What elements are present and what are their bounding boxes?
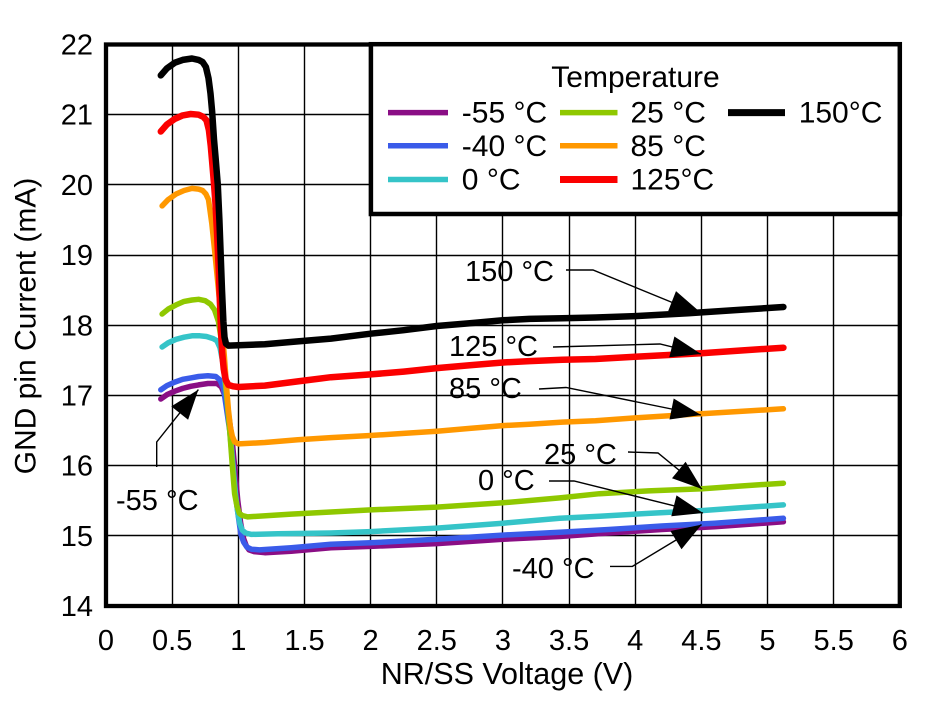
svg-text:125°C: 125°C bbox=[631, 164, 715, 197]
svg-text:22: 22 bbox=[61, 30, 93, 62]
svg-text:85 °C: 85 °C bbox=[449, 373, 522, 405]
svg-text:5.5: 5.5 bbox=[814, 625, 854, 657]
svg-text:5: 5 bbox=[759, 625, 775, 657]
svg-text:25 °C: 25 °C bbox=[631, 97, 706, 130]
svg-text:-40 °C: -40 °C bbox=[462, 130, 547, 163]
svg-text:18: 18 bbox=[61, 310, 93, 342]
svg-text:19: 19 bbox=[61, 240, 93, 272]
svg-text:21: 21 bbox=[61, 100, 93, 132]
svg-text:125 °C: 125 °C bbox=[449, 331, 538, 363]
svg-text:-55 °C: -55 °C bbox=[116, 485, 199, 517]
svg-text:15: 15 bbox=[61, 521, 93, 553]
svg-text:150°C: 150°C bbox=[799, 97, 883, 130]
svg-text:20: 20 bbox=[61, 170, 93, 202]
svg-text:NR/SS Voltage (V): NR/SS Voltage (V) bbox=[381, 657, 634, 691]
svg-text:-40 °C: -40 °C bbox=[512, 553, 595, 585]
svg-text:16: 16 bbox=[61, 451, 93, 483]
svg-text:3.5: 3.5 bbox=[549, 625, 589, 657]
svg-text:2: 2 bbox=[363, 625, 379, 657]
svg-text:-55 °C: -55 °C bbox=[462, 97, 547, 130]
svg-text:14: 14 bbox=[61, 591, 93, 623]
svg-text:1: 1 bbox=[230, 625, 246, 657]
svg-text:Temperature: Temperature bbox=[551, 61, 719, 94]
svg-text:3: 3 bbox=[495, 625, 511, 657]
svg-text:2.5: 2.5 bbox=[417, 625, 457, 657]
svg-text:6: 6 bbox=[892, 625, 908, 657]
svg-text:0.5: 0.5 bbox=[152, 625, 192, 657]
svg-text:GND pin Current (mA): GND pin Current (mA) bbox=[10, 178, 43, 475]
svg-text:0: 0 bbox=[98, 625, 114, 657]
svg-text:4.5: 4.5 bbox=[681, 625, 721, 657]
svg-text:1.5: 1.5 bbox=[284, 625, 324, 657]
svg-text:0 °C: 0 °C bbox=[478, 465, 535, 497]
svg-text:17: 17 bbox=[61, 380, 93, 412]
svg-text:4: 4 bbox=[627, 625, 643, 657]
svg-text:25 °C: 25 °C bbox=[544, 439, 617, 471]
svg-text:0 °C: 0 °C bbox=[462, 164, 521, 197]
svg-text:85 °C: 85 °C bbox=[631, 130, 706, 163]
svg-text:150 °C: 150 °C bbox=[465, 256, 554, 288]
